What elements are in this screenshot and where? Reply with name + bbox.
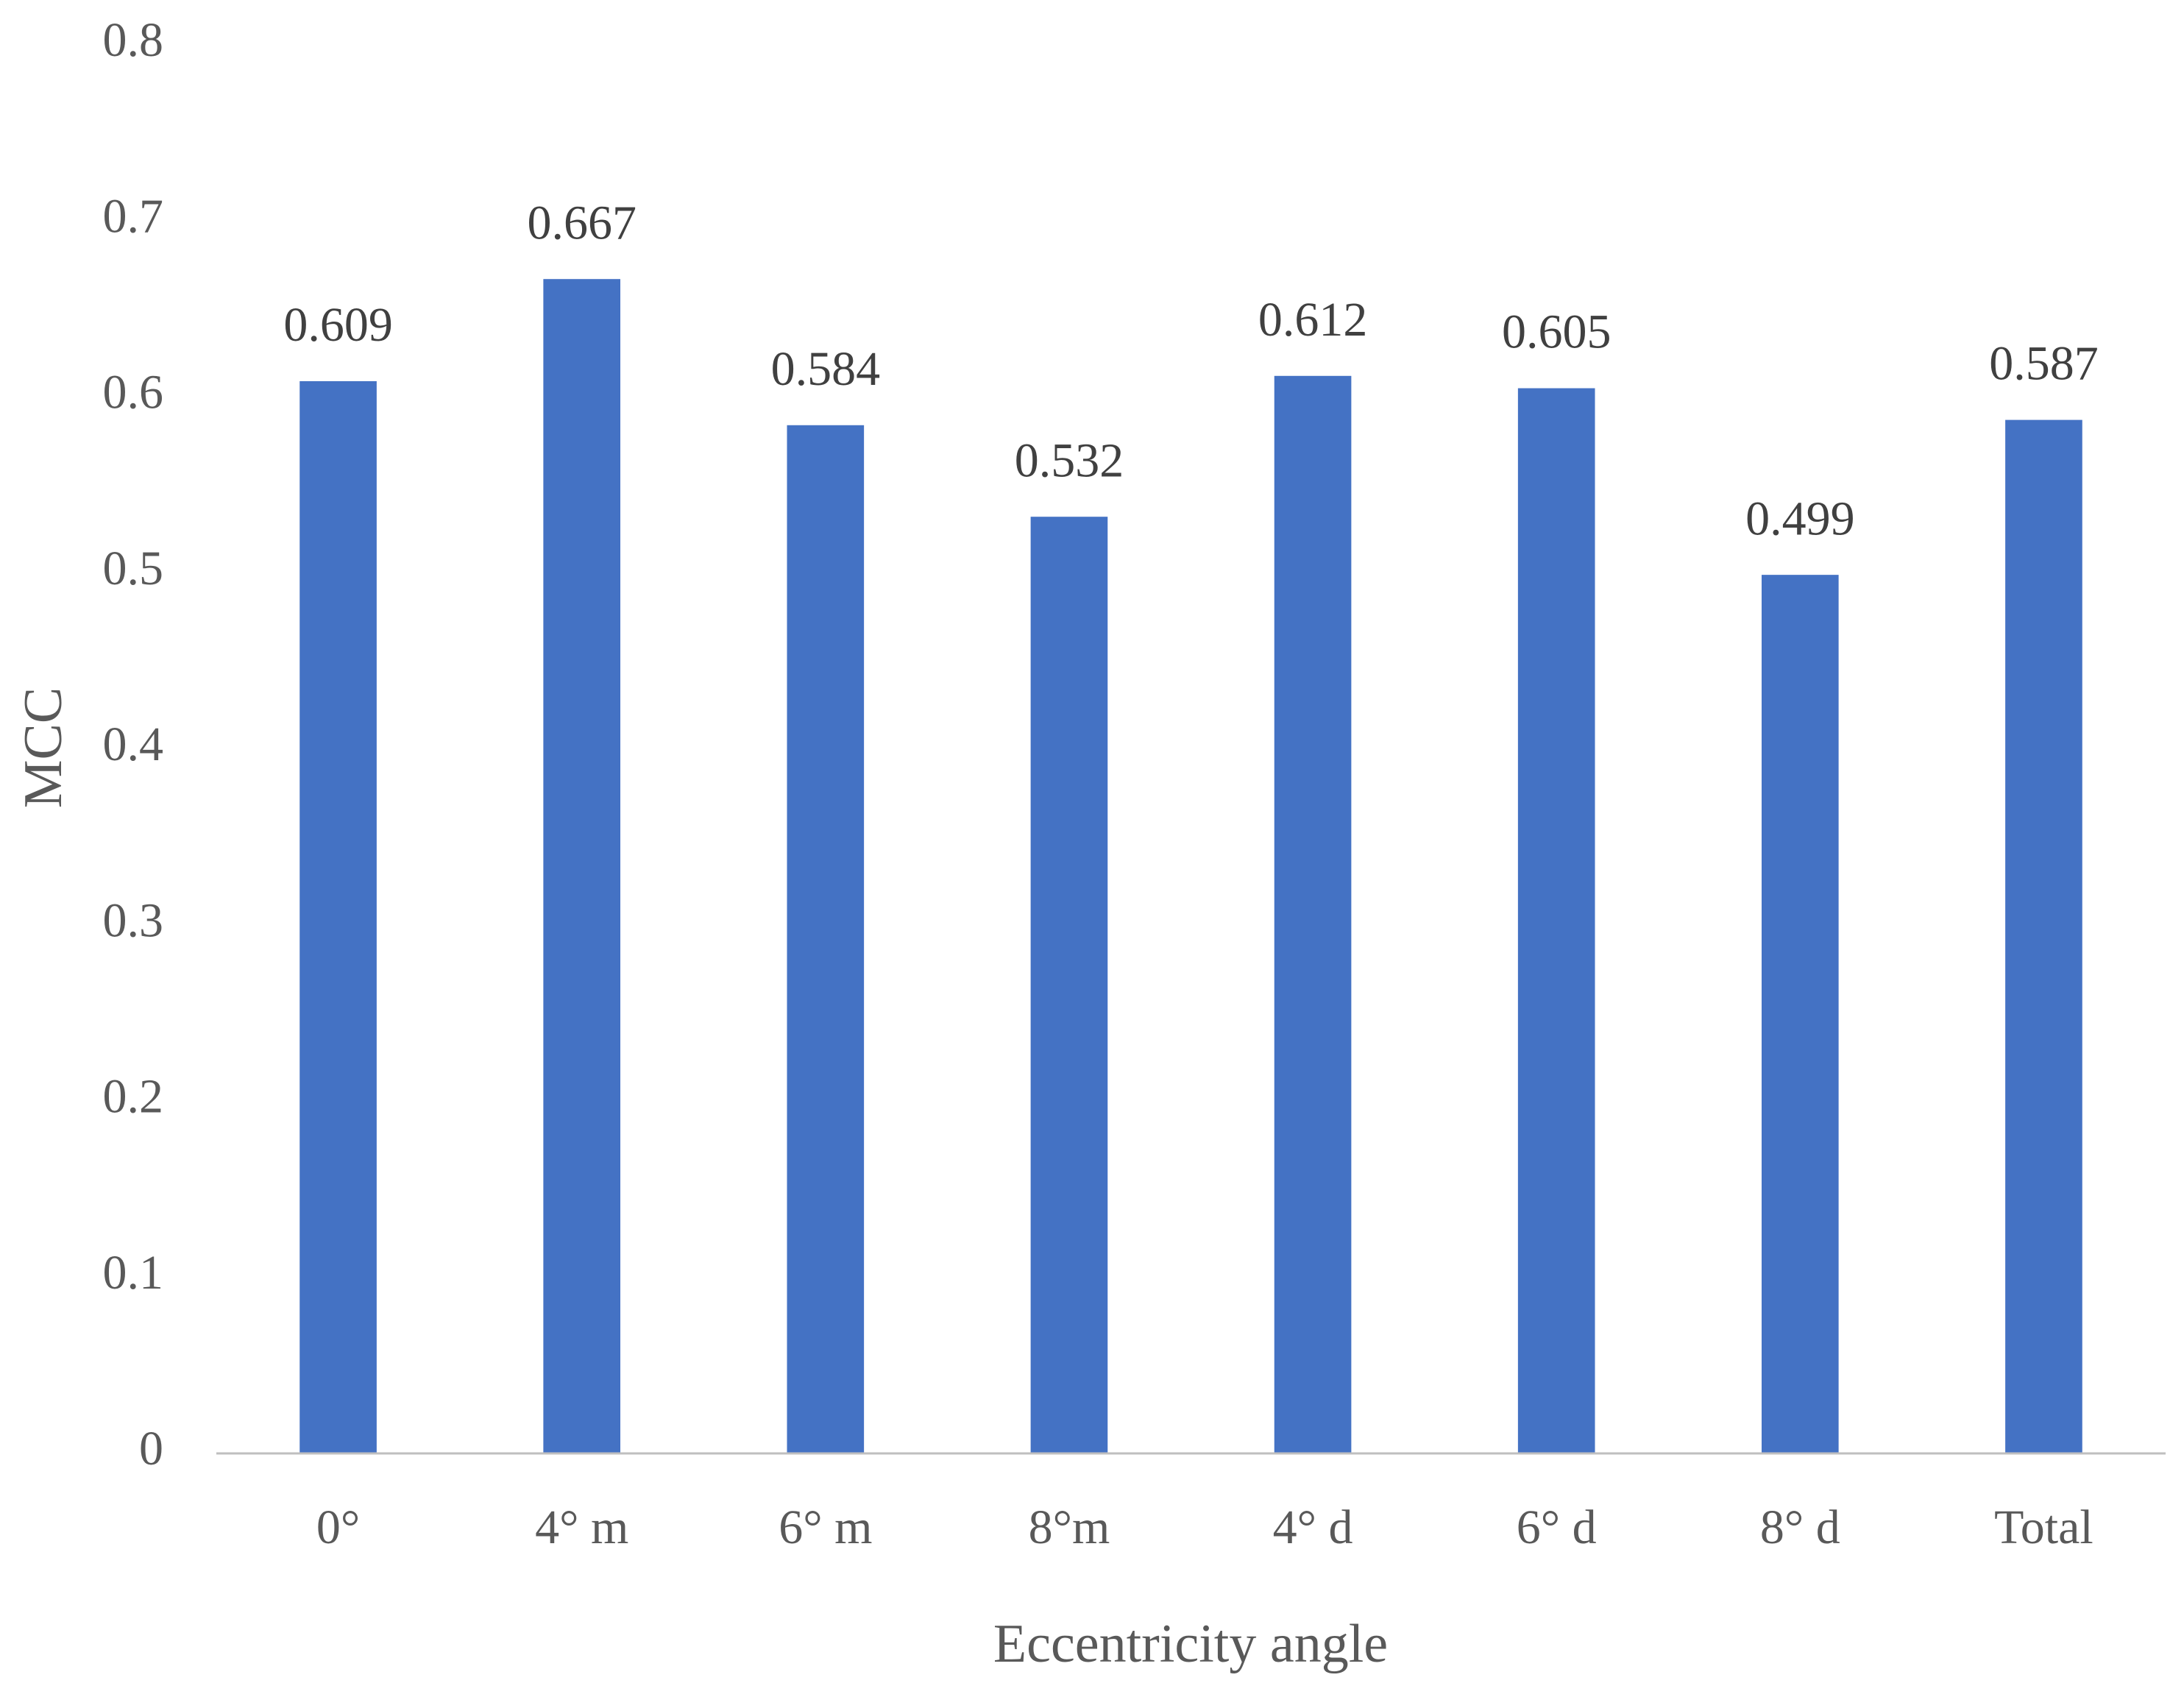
value-label: 0.609 [283,298,393,352]
y-tick-label: 0 [139,1422,163,1475]
y-tick-label: 0.5 [103,542,164,595]
value-label: 0.499 [1745,492,1855,545]
x-tick-label: 6° d [1517,1501,1597,1554]
y-tick-label: 0.3 [103,893,164,947]
x-tick-label: 6° m [779,1501,872,1554]
x-axis-title: Eccentricity angle [993,1614,1388,1674]
value-label: 0.532 [1015,433,1124,487]
value-label: 0.667 [527,196,637,249]
bar [543,279,621,1453]
bar [787,425,865,1453]
y-tick-label: 0.6 [103,366,164,419]
x-tick-label: 4° m [535,1501,628,1554]
value-label: 0.612 [1258,293,1368,347]
bar [299,380,377,1453]
x-tick-label: 8° d [1760,1501,1840,1554]
x-tick-label: 8°m [1029,1501,1110,1554]
bar [1030,517,1108,1454]
y-tick-label: 0.4 [103,718,164,771]
bar [2005,419,2082,1453]
y-tick-label: 0.7 [103,189,164,243]
value-label: 0.584 [771,342,881,396]
bar [1761,575,1839,1453]
bar [1517,388,1595,1453]
y-tick-label: 0.2 [103,1070,164,1124]
y-tick-label: 0.1 [103,1246,164,1300]
x-tick-label: 0° [316,1501,360,1554]
y-axis-title: MCC [13,687,74,809]
value-label: 0.587 [1989,337,2099,391]
y-tick-label: 0.8 [103,13,164,67]
value-label: 0.605 [1502,305,1612,359]
bar [1274,375,1352,1453]
x-tick-label: Total [1994,1501,2093,1554]
x-tick-label: 4° d [1273,1501,1353,1554]
